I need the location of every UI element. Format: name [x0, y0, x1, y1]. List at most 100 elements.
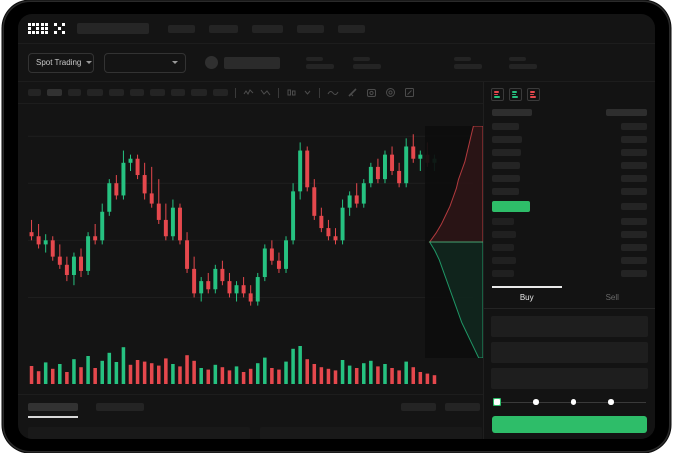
last-price-amount-cell: [621, 203, 647, 210]
table-row[interactable]: [484, 257, 655, 264]
compare-icon[interactable]: [260, 88, 271, 97]
indicators-icon[interactable]: [243, 88, 254, 97]
ask-amount-cell: [621, 188, 647, 195]
table-row[interactable]: [484, 123, 655, 130]
buy-sell-tabs: Buy Sell: [484, 286, 655, 309]
bid-amount-cell: [621, 244, 647, 251]
table-row[interactable]: [484, 218, 655, 225]
alert-icon[interactable]: [366, 87, 377, 98]
slider-track: [576, 401, 609, 403]
chevron-down-icon: [172, 61, 178, 64]
tab-sell-label: Sell: [605, 293, 619, 302]
orderbook-mode-both-icon[interactable]: [491, 88, 504, 101]
toolbar-divider: [235, 87, 236, 98]
nav-item-1[interactable]: [168, 24, 195, 33]
header-search-bar[interactable]: [77, 23, 149, 34]
tab-order-history[interactable]: [96, 403, 144, 411]
interval-button-5[interactable]: [109, 89, 124, 96]
table-row[interactable]: [484, 270, 655, 277]
ask-price-cell: [492, 136, 522, 143]
table-row[interactable]: [484, 162, 655, 169]
active-tab-underline: [28, 416, 78, 418]
table-row[interactable]: [484, 244, 655, 251]
interval-button-8[interactable]: [171, 89, 185, 96]
bid-amount-cell: [621, 218, 647, 225]
interval-button-2[interactable]: [47, 89, 62, 96]
market-sub-header: Spot Trading: [18, 44, 655, 82]
interval-button-10[interactable]: [213, 89, 228, 96]
orderbook-header-price: [492, 109, 532, 116]
table-row[interactable]: [484, 188, 655, 195]
settings-icon[interactable]: [385, 87, 396, 98]
pair-name-label: [224, 56, 280, 69]
market-type-selector[interactable]: Spot Trading: [28, 52, 94, 73]
tablet-device-frame: Spot Trading: [4, 2, 669, 451]
chart-type-chevron-icon[interactable]: [303, 88, 312, 97]
action-hide-other-pairs[interactable]: [401, 403, 436, 411]
orders-panel: [18, 394, 483, 439]
action-cancel-all[interactable]: [445, 403, 480, 411]
slider-track: [538, 401, 571, 403]
ask-price-cell: [492, 149, 521, 156]
order-total-input[interactable]: [491, 368, 648, 389]
stat-24h-turnover: [509, 56, 537, 69]
order-book-depth-chart: [425, 126, 483, 358]
nav-item-3[interactable]: [252, 24, 283, 33]
orderbook-column-headers: [484, 109, 655, 116]
table-row[interactable]: [484, 231, 655, 238]
last-price-highlight: [492, 201, 530, 212]
interval-button-3[interactable]: [68, 89, 81, 96]
bid-price-cell: [492, 218, 514, 225]
step-25[interactable]: [533, 399, 539, 405]
amount-percentage-slider[interactable]: [484, 394, 655, 410]
ask-amount-cell: [621, 162, 647, 169]
candlestick-chart[interactable]: [18, 104, 483, 334]
nav-item-5[interactable]: [338, 24, 365, 33]
line-chart-icon[interactable]: [327, 88, 339, 97]
order-book-and-form-panel: Buy Sell: [483, 82, 655, 439]
ask-amount-cell: [621, 123, 647, 130]
price-chart-pane[interactable]: [18, 104, 483, 394]
fullscreen-icon[interactable]: [404, 87, 415, 98]
step-75[interactable]: [608, 399, 614, 405]
tab-open-orders[interactable]: [28, 403, 78, 418]
ask-price-cell: [492, 188, 519, 195]
order-price-input[interactable]: [491, 316, 648, 337]
nav-item-4[interactable]: [297, 24, 324, 33]
volume-bar-chart[interactable]: [18, 340, 483, 390]
ask-price-cell: [492, 123, 519, 130]
app-screen: Spot Trading: [18, 14, 655, 439]
tab-buy[interactable]: Buy: [484, 286, 570, 308]
tab-sell[interactable]: Sell: [570, 286, 656, 308]
chart-type-icon[interactable]: [286, 88, 297, 97]
toolbar-divider: [278, 87, 279, 98]
interval-button-9[interactable]: [191, 89, 207, 96]
orderbook-mode-bids-icon[interactable]: [509, 88, 522, 101]
bid-amount-cell: [621, 270, 647, 277]
table-row[interactable]: [484, 175, 655, 182]
interval-button-1[interactable]: [28, 89, 41, 96]
market-type-label: Spot Trading: [36, 58, 82, 67]
bid-price-cell: [492, 231, 516, 238]
table-row[interactable]: [484, 136, 655, 143]
interval-button-4[interactable]: [87, 89, 103, 96]
interval-button-6[interactable]: [130, 89, 144, 96]
drawing-tools-icon[interactable]: [347, 87, 358, 98]
table-row[interactable]: [484, 149, 655, 156]
place-buy-order-button[interactable]: [492, 416, 647, 433]
pair-selector-dropdown[interactable]: [104, 52, 186, 73]
bid-amount-cell: [621, 231, 647, 238]
slider-track: [501, 401, 534, 403]
nav-item-2[interactable]: [209, 24, 238, 33]
orderbook-mode-asks-icon[interactable]: [527, 88, 540, 101]
step-50[interactable]: [570, 399, 577, 405]
ask-amount-cell: [621, 175, 647, 182]
ask-amount-cell: [621, 149, 647, 156]
ask-price-cell: [492, 175, 520, 182]
order-amount-input[interactable]: [491, 342, 648, 363]
last-price-row: [484, 201, 655, 212]
step-0[interactable]: [493, 398, 501, 406]
interval-button-7[interactable]: [150, 89, 165, 96]
coin-avatar-icon: [205, 56, 218, 69]
okx-logo-icon[interactable]: [28, 23, 65, 34]
